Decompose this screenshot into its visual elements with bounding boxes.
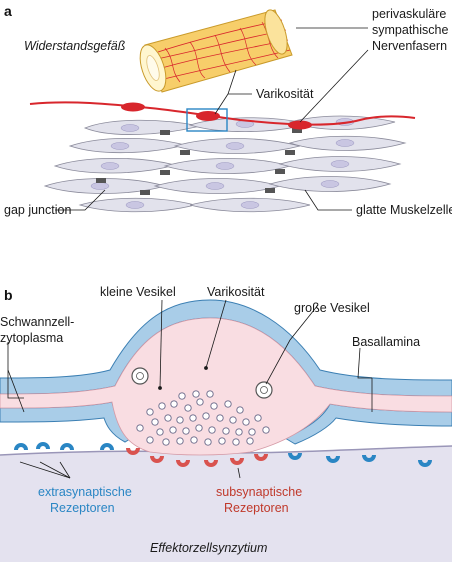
varicosity-body [0,317,452,456]
extrasynaptic-label-line-1: extrasynaptische [38,485,132,499]
varicosity-label-b: Varikosität [207,285,265,299]
extrasynaptic-receptors [14,442,432,467]
schwann-label-line-1: Schwannzell- [0,315,74,329]
nerve-label-line-2: sympathische [372,23,448,37]
zoom-box [186,108,228,132]
vessel-label: Widerstandsgefäß [24,39,126,53]
basal-lamina-label: Basallamina [352,335,420,349]
panel-b-letter: b [4,287,13,303]
resistance-vessel [139,9,293,93]
varicosity-label-a: Varikosität [256,87,314,101]
small-vesicles-label: kleine Vesikel [100,285,176,299]
effector-label: Effektorzellsynzytium [150,541,267,555]
subsynaptic-label-line-1: subsynaptische [216,485,302,499]
small-vesicles [136,390,270,446]
effector-syncytium [0,446,452,562]
sympathetic-nerve-fiber [29,101,416,130]
large-vesicles-label: große Vesikel [294,301,370,315]
panel-a-leader-lines [55,27,369,211]
gap-junctions [96,128,302,195]
extrasynaptic-label-line-2: Rezeptoren [50,501,115,515]
nerve-label-line-3: Nervenfasern [372,39,447,53]
smooth-muscle-label: glatte Muskelzelle [356,203,452,217]
panel-b-leader-lines [7,299,373,479]
subsynaptic-receptors [126,448,268,467]
subsynaptic-label-line-2: Rezeptoren [224,501,289,515]
large-vesicles [131,367,273,399]
nerve-label-line-1: perivaskuläre [372,7,446,21]
schwann-label-line-2: zytoplasma [0,331,63,345]
gap-junction-label: gap junction [4,203,71,217]
panel-a-letter: a [4,3,12,19]
